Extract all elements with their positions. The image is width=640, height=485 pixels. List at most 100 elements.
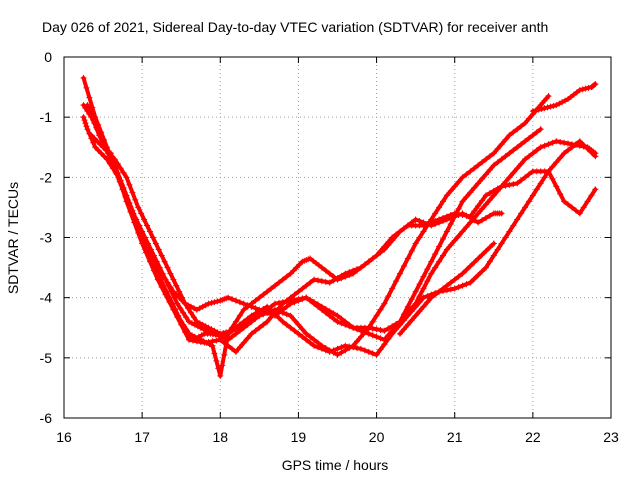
data-point xyxy=(490,187,497,194)
data-point xyxy=(506,150,513,157)
data-point xyxy=(350,344,357,351)
data-point xyxy=(330,315,337,322)
data-point xyxy=(303,282,310,289)
data-point xyxy=(549,163,556,170)
data-point xyxy=(498,210,505,217)
data-point xyxy=(451,276,458,283)
data-point xyxy=(211,350,218,357)
data-point xyxy=(330,310,337,317)
data-point xyxy=(389,234,396,241)
data-point xyxy=(522,174,529,181)
data-point xyxy=(588,192,595,199)
data-point xyxy=(538,105,545,112)
data-point xyxy=(213,337,220,344)
data-point xyxy=(439,285,446,292)
data-point xyxy=(451,237,458,244)
data-point xyxy=(451,210,458,217)
data-point xyxy=(201,339,208,346)
data-point xyxy=(334,312,341,319)
data-point xyxy=(565,201,572,208)
data-point xyxy=(92,144,99,151)
data-point xyxy=(393,278,400,285)
data-point xyxy=(432,264,439,271)
data-point xyxy=(314,344,321,351)
data-point xyxy=(120,169,127,176)
data-point xyxy=(373,252,380,259)
data-point xyxy=(428,294,435,301)
data-point xyxy=(432,291,439,298)
data-point xyxy=(447,279,454,286)
data-point xyxy=(510,147,517,154)
data-point xyxy=(463,223,470,230)
data-point xyxy=(529,192,536,199)
data-point xyxy=(155,246,162,253)
data-point xyxy=(190,314,197,321)
data-point xyxy=(459,282,466,289)
data-point xyxy=(303,330,310,337)
data-point xyxy=(185,305,192,312)
data-point xyxy=(545,141,552,148)
data-point xyxy=(522,138,529,145)
x-tick-label: 17 xyxy=(134,429,150,445)
data-point xyxy=(303,336,310,343)
data-point xyxy=(416,234,423,241)
data-point xyxy=(287,270,294,277)
data-point xyxy=(592,186,599,193)
data-point xyxy=(183,314,190,321)
data-point xyxy=(471,259,478,266)
data-point xyxy=(322,347,329,354)
data-point xyxy=(229,333,236,340)
data-point xyxy=(471,214,478,221)
data-point xyxy=(408,248,415,255)
data-point xyxy=(248,312,255,319)
data-point xyxy=(166,299,173,306)
data-point xyxy=(568,204,575,211)
data-point xyxy=(86,94,93,101)
data-point xyxy=(361,261,368,268)
data-point xyxy=(279,318,286,325)
data-point xyxy=(232,318,239,325)
data-point xyxy=(123,198,130,205)
data-point xyxy=(397,228,404,235)
data-point xyxy=(561,150,568,157)
data-point xyxy=(193,338,200,345)
data-point xyxy=(357,327,364,334)
data-point xyxy=(467,189,474,196)
data-point xyxy=(424,299,431,306)
data-point xyxy=(296,261,303,268)
data-point xyxy=(547,103,554,110)
data-point xyxy=(459,211,466,218)
data-point xyxy=(443,228,450,235)
data-point xyxy=(541,174,548,181)
data-point xyxy=(455,273,462,280)
data-point xyxy=(177,305,184,312)
data-point xyxy=(471,275,478,282)
data-point xyxy=(264,288,271,295)
data-point xyxy=(397,330,404,337)
series-layer xyxy=(80,75,599,379)
data-point xyxy=(107,150,114,157)
data-point xyxy=(307,339,314,346)
data-point xyxy=(475,219,482,226)
data-point xyxy=(84,102,91,109)
data-point xyxy=(146,258,153,265)
data-point xyxy=(346,343,353,350)
data-point xyxy=(400,317,407,324)
data-point xyxy=(283,321,290,328)
data-point xyxy=(318,303,325,310)
data-point xyxy=(557,138,564,145)
data-point xyxy=(311,336,318,343)
data-point xyxy=(428,270,435,277)
data-point xyxy=(561,139,568,146)
data-point xyxy=(592,153,599,160)
data-point xyxy=(381,243,388,250)
data-point xyxy=(393,326,400,333)
data-point xyxy=(135,204,142,211)
data-point xyxy=(572,207,579,214)
data-point xyxy=(518,123,525,130)
data-point xyxy=(518,141,525,148)
data-point xyxy=(303,294,310,301)
data-point xyxy=(498,183,505,190)
data-point xyxy=(514,126,521,133)
data-point xyxy=(439,236,446,243)
